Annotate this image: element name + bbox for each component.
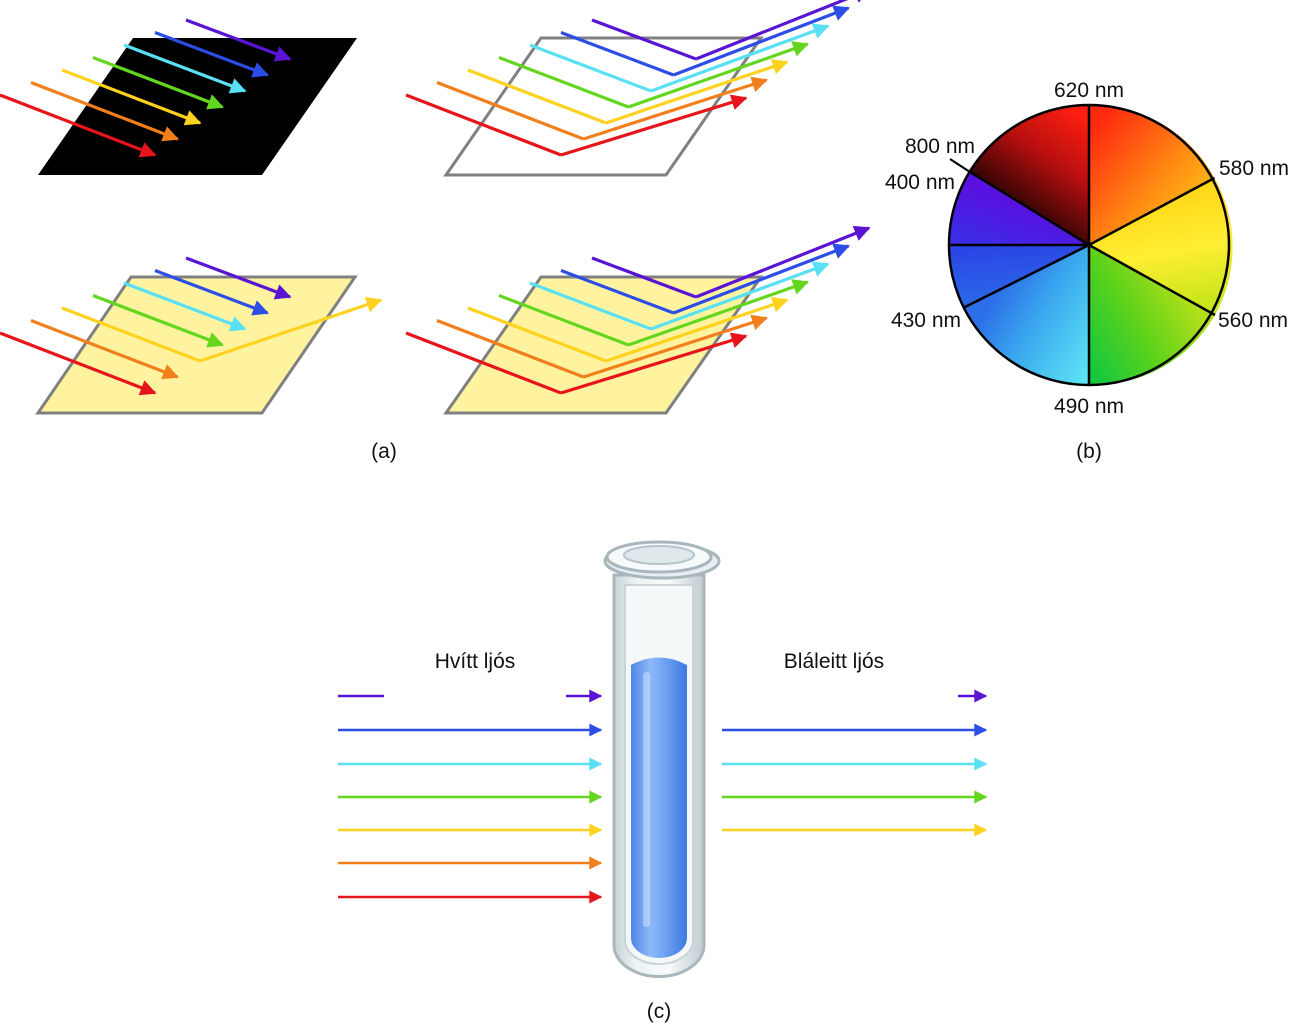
reflected-beam-yellow <box>605 297 789 363</box>
wheel-sector-yellow <box>1089 178 1233 315</box>
incident-beam-green <box>498 294 630 347</box>
incident-beam-red <box>405 93 562 157</box>
reflected-beam-blue <box>672 5 850 77</box>
incoming-light-beams <box>338 689 603 904</box>
incident-beam-yellow <box>467 68 607 125</box>
reflected-beam-green <box>627 41 810 109</box>
reflected-beam-cyan <box>650 23 830 93</box>
incident-beam-violet <box>185 18 292 62</box>
yellow-surface-plane <box>35 275 358 415</box>
outgoing-light-beams <box>722 689 988 837</box>
test-tube <box>603 540 721 978</box>
black-surface <box>0 18 357 175</box>
incident-beam-blue <box>154 269 269 316</box>
incoming-light-label: Hvítt ljós <box>435 650 516 673</box>
incident-beam-cyan <box>123 43 247 94</box>
outgoing-light-label: Bláleitt ljós <box>784 650 884 673</box>
panel-c-caption: (c) <box>647 1000 672 1023</box>
reflected-beam-yellow <box>605 59 789 125</box>
black-surface-plane <box>38 38 357 175</box>
wheel-sector-red <box>970 105 1089 245</box>
reflected-beam-violet <box>695 225 871 299</box>
label-800nm: 800 nm <box>905 135 975 158</box>
label-490nm: 490 nm <box>1054 395 1124 418</box>
incident-beam-red <box>0 93 157 158</box>
incident-beam-cyan <box>123 281 247 332</box>
panel-c: Hvítt ljós Bláleitt ljós (c) <box>338 540 988 1023</box>
reflected-beam-green <box>627 279 810 347</box>
reflected-beam-blue <box>672 243 850 315</box>
reflected-beam-red <box>560 94 748 157</box>
reflected-beam-orange <box>583 314 769 379</box>
incident-beam-violet <box>591 256 697 299</box>
panel-b: 620 nm 580 nm 560 nm 490 nm 430 nm 400 n… <box>885 79 1289 463</box>
incident-beam-yellow <box>61 68 202 126</box>
panel-b-caption: (b) <box>1076 440 1102 463</box>
incident-beam-violet <box>591 18 697 61</box>
wheel-dividers <box>949 105 1216 385</box>
reflected-beam-orange <box>583 76 769 141</box>
incident-beam-yellow <box>467 306 607 363</box>
label-430nm: 430 nm <box>891 309 961 332</box>
incident-beam-blue <box>560 269 675 315</box>
wheel-sector-cyan <box>963 245 1089 386</box>
incident-beam-orange <box>436 319 585 379</box>
yellow-surface-white-light <box>405 225 871 415</box>
label-800-leader <box>949 158 971 173</box>
incident-beam-red <box>405 331 562 395</box>
label-620nm: 620 nm <box>1054 79 1124 102</box>
incident-beam-green <box>498 56 630 109</box>
white-surface <box>405 0 871 177</box>
wheel-outline <box>947 103 1231 387</box>
incident-beam-green <box>92 56 224 110</box>
wheel-sector-green <box>1089 245 1215 386</box>
wheel-sector-blue <box>948 245 1089 308</box>
label-400nm: 400 nm <box>885 171 955 194</box>
incident-beam-red <box>0 331 157 396</box>
label-560nm: 560 nm <box>1218 309 1288 332</box>
incident-beam-orange <box>30 81 179 142</box>
color-wheel <box>947 103 1233 387</box>
incident-beam-orange <box>30 319 179 380</box>
wheel-sector-violet <box>949 172 1089 245</box>
reflected-beam-cyan <box>650 261 830 331</box>
tube-solution <box>631 657 687 958</box>
reflected-beam-red <box>560 332 748 395</box>
incident-beam-blue <box>560 31 675 77</box>
panel-a-caption: (a) <box>371 440 397 463</box>
yellow-surface <box>0 256 383 415</box>
tube-highlight <box>643 672 650 927</box>
incident-beam-cyan <box>529 281 652 331</box>
incident-beam-green <box>92 294 224 348</box>
label-580nm: 580 nm <box>1219 157 1289 180</box>
reflected-beam-violet <box>695 0 871 61</box>
panel-a: (a) <box>0 0 871 463</box>
reflected-beam-yellow <box>199 297 383 363</box>
incident-beam-blue <box>154 31 269 78</box>
incident-beam-yellow <box>61 306 201 363</box>
incident-beam-cyan <box>529 43 652 93</box>
tube-opening <box>623 545 695 565</box>
incident-beam-violet <box>185 256 292 300</box>
incident-beam-orange <box>436 81 585 141</box>
